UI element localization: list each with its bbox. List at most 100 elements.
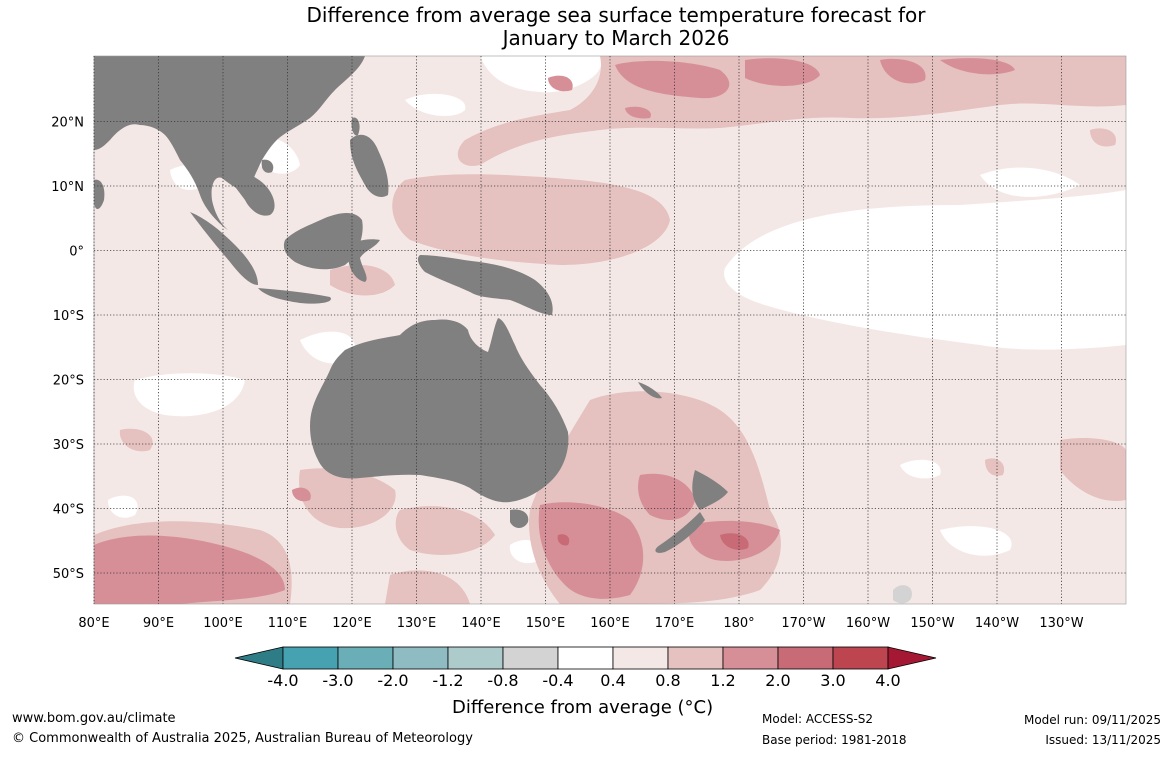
south-coast-warm (299, 468, 396, 529)
north-pacific-warm-4 (940, 58, 1015, 75)
longitude-label: 180° (723, 616, 754, 631)
nz-north-island (692, 470, 728, 510)
sea-ice-patch (893, 585, 912, 604)
model-info: Model: ACCESS-S2 (762, 712, 874, 726)
longitude-label: 110°E (268, 616, 308, 631)
north-pacific-warm-band (457, 56, 1126, 166)
bight-warm (395, 506, 495, 555)
map-title: Difference from average sea surface temp… (0, 4, 1173, 50)
colorbar-segment (392, 646, 449, 670)
colorbar-lower-extension (234, 646, 284, 670)
colorbar-tick-label: -4.0 (267, 671, 298, 690)
bight-warm-patch (292, 487, 311, 502)
tasman-warm-core (538, 502, 644, 599)
latitude-label: 0° (69, 245, 84, 260)
longitude-label: 160°W (846, 616, 890, 631)
longitude-label: 170°W (781, 616, 825, 631)
colorbar-tick-label: -3.0 (322, 671, 353, 690)
tasman-strong-patch (557, 534, 570, 546)
latitude-label: 20°S (53, 374, 84, 389)
hainan (261, 159, 274, 173)
longitude-label: 170°E (655, 616, 695, 631)
land (94, 56, 728, 553)
longitude-label: 140°W (975, 616, 1019, 631)
colorbar-label: Difference from average (°C) (452, 697, 714, 718)
south-pacific-neutral (900, 459, 941, 479)
far-south-pacific-neutral (940, 526, 1012, 556)
longitude-label: 130°E (397, 616, 437, 631)
longitude-label: 140°E (461, 616, 501, 631)
strong-warm-regions (557, 533, 749, 550)
latitude-label: 10°S (53, 309, 84, 324)
latitude-label: 40°S (53, 503, 84, 518)
borneo (283, 213, 363, 270)
title-line-1: Difference from average sea surface temp… (306, 3, 926, 27)
colorbar-tick-label: 0.4 (600, 671, 625, 690)
australia (310, 318, 569, 503)
colorbar-tick-label: -0.8 (487, 671, 518, 690)
colorbar-tick-labels: -4.0 -3.0 -2.0 -1.2 -0.8 -0.4 0.4 0.8 1.2 2.0 3.0 4… (267, 671, 900, 690)
longitude-label: 100°E (203, 616, 243, 631)
latitude-label: 50°S (53, 567, 84, 582)
latitude-label: 10°N (51, 180, 84, 195)
copyright-notice: © Commonwealth of Australia 2025, Austra… (12, 731, 473, 746)
philippines (350, 134, 389, 197)
north-pacific-patch (1090, 128, 1116, 147)
north-pacific-warm-3 (880, 58, 926, 84)
latitude-label: 30°S (53, 438, 84, 453)
longitude-label: 160°E (590, 616, 630, 631)
tasmania (510, 509, 529, 528)
colorbar-tick-label: 4.0 (875, 671, 900, 690)
sulawesi (348, 239, 380, 282)
far-south-warm (385, 570, 470, 604)
equatorial-east-pacific-neutral (724, 190, 1126, 350)
colorbar-segment (722, 646, 779, 670)
north-pacific-warm-1 (615, 60, 730, 99)
sumatra (190, 212, 258, 285)
colorbar-segment (282, 646, 339, 670)
longitude-label: 90°E (143, 616, 174, 631)
central-south-pacific-warm (1060, 438, 1126, 501)
south-indian-neutral (108, 495, 138, 518)
asia-landmass (94, 56, 365, 230)
website-link[interactable]: www.bom.gov.au/climate (12, 711, 176, 726)
latitude-label: 20°N (51, 116, 84, 131)
north-pacific-warm-6 (625, 106, 651, 119)
new-guinea (417, 255, 553, 315)
colorbar-segment (612, 646, 669, 670)
longitude-label: 130°W (1039, 616, 1083, 631)
latitude-labels: 20°N 10°N 0° 10°S 20°S 30°S 40°S 50°S (51, 116, 84, 583)
indian-patch (119, 428, 153, 452)
colorbar (234, 646, 937, 670)
base-period-info: Base period: 1981-2018 (762, 733, 907, 747)
issued-info: Issued: 13/11/2025 (1045, 733, 1161, 747)
north-pacific-warm-2 (745, 58, 820, 86)
taiwan (351, 117, 360, 136)
south-pacific-patch (985, 458, 1005, 476)
new-caledonia (638, 382, 662, 399)
gridlines (93, 56, 1126, 604)
nz-strong-patch (720, 533, 749, 550)
longitude-labels: 80°E 90°E 100°E 110°E 120°E 130°E 140°E 150°E 16… (78, 616, 1083, 631)
model-run-info: Model run: 09/11/2025 (1023, 713, 1161, 727)
colorbar-upper-extension (887, 646, 937, 670)
equatorial-west-pacific-warm (392, 174, 670, 265)
colorbar-segment (337, 646, 394, 670)
colorbar-tick-label: 3.0 (820, 671, 845, 690)
north-pacific-neutral-2 (405, 93, 466, 116)
colorbar-segment (502, 646, 559, 670)
colorbar-tick-label: -2.0 (377, 671, 408, 690)
colorbar-tick-label: 2.0 (765, 671, 790, 690)
indochina (225, 165, 275, 216)
indian-ocean-neutral (133, 373, 245, 417)
sri-lanka (94, 179, 105, 209)
longitude-label: 80°E (78, 616, 109, 631)
colorbar-tick-label: 1.2 (710, 671, 735, 690)
colorbar-segment (667, 646, 724, 670)
north-pacific-neutral-3 (980, 167, 1080, 197)
colorbar-segment (557, 646, 614, 670)
south-indian-warm-core (94, 535, 285, 604)
longitude-label: 150°W (910, 616, 954, 631)
neutral-regions (108, 56, 1126, 564)
